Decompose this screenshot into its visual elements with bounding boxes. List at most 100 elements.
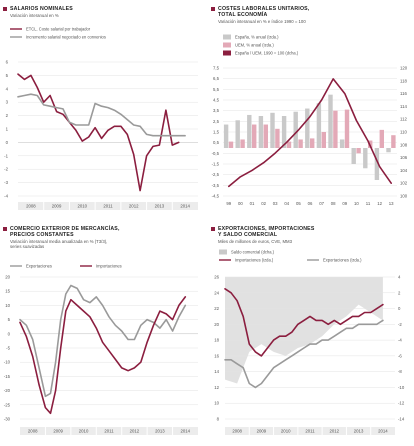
- chart-subtitle: Variación interanual en % e índice 1990 …: [218, 19, 306, 24]
- y2-tick-label: 4: [398, 275, 401, 280]
- title-marker: [3, 7, 7, 11]
- y2-tick-label: 112: [400, 117, 407, 122]
- y-tick-label-left: 2: [6, 113, 9, 118]
- legend-convenios-label: Incremento salarial negociado en conveni…: [26, 35, 106, 40]
- chart-title: EXPORTACIONES, IMPORTACIONES Y SALDO COM…: [218, 226, 315, 238]
- y2-tick-label: 2: [398, 290, 401, 295]
- y2-tick-label: -10: [398, 385, 405, 390]
- x-tick-label: 2010: [79, 429, 89, 434]
- y-tick-label-left: 6: [6, 60, 9, 65]
- chart-title: COMERCIO EXTERIOR DE MERCANCÍAS, PRECIOS…: [10, 226, 120, 238]
- y-tick-label-left: -2,5: [212, 172, 220, 177]
- legend-exportaciones-label: Exportaciones: [26, 264, 52, 269]
- bar-espana: [374, 148, 380, 180]
- x-tick-label: 2008: [26, 204, 36, 209]
- y-tick-label-left: 24: [214, 290, 219, 295]
- y-tick-label-left: -0,5: [212, 151, 220, 156]
- x-tick-label: 04: [284, 201, 289, 206]
- y-tick-label-left: -1,5: [212, 162, 220, 167]
- x-axis-band: [20, 427, 198, 435]
- bar-espana: [293, 111, 298, 148]
- panel-salarios: SALARIOS NOMINALES Variación interanual …: [0, 0, 207, 223]
- x-tick-label: 2012: [130, 429, 140, 434]
- x-tick-label: 2012: [330, 429, 340, 434]
- legend-uem-swatch: [223, 42, 231, 48]
- y2-tick-label: 118: [400, 78, 407, 83]
- y2-tick-label: 104: [400, 168, 408, 173]
- y-tick-label-left: 7,5: [213, 66, 220, 71]
- x-tick-label: 2011: [104, 429, 114, 434]
- y-tick-label-left: 5: [6, 73, 9, 78]
- chart-subtitle: Variación interanual media anualizada en…: [10, 239, 108, 249]
- y-tick-label-left: 20: [214, 322, 219, 327]
- y-tick-label-left: -1: [4, 153, 8, 158]
- bar-uem: [298, 139, 303, 148]
- chart-salarios: 6 5 4 3 2 1 0 -1 -2 -3 -4 2008 2009 2010 2011 2012 2013 2…: [4, 27, 198, 210]
- legend-ratio-swatch: [223, 50, 231, 56]
- y-tick-label-left: 10: [214, 401, 219, 406]
- y-tick-label-left: -25: [4, 402, 11, 407]
- x-tick-label: 2011: [305, 429, 315, 434]
- bar-espana: [247, 114, 252, 148]
- legend-saldo-swatch: [219, 249, 227, 255]
- y2-tick-label: -14: [398, 417, 405, 422]
- y-tick-label-left: 8: [217, 417, 220, 422]
- y-tick-label-left: -3: [4, 180, 8, 185]
- x-tick-label: 11: [366, 201, 371, 206]
- x-tick-label: 05: [296, 201, 301, 206]
- chart-exportaciones: 2624222018161412108420-2-4-6-8-10-12-142…: [214, 249, 405, 435]
- y2-tick-label: 106: [400, 155, 408, 160]
- x-tick-label: 2011: [103, 204, 113, 209]
- bar-uem: [310, 138, 315, 148]
- x-tick-label: 08: [331, 201, 336, 206]
- y2-tick-label: 114: [400, 104, 407, 109]
- bar-espana: [386, 148, 391, 153]
- title-marker: [211, 7, 215, 11]
- area-saldo-comercial: [225, 277, 383, 384]
- y-tick-label-left: 1,5: [213, 130, 220, 135]
- y-tick-label-left: -30: [4, 417, 11, 422]
- chart-subtitle: Variación interanual en %: [10, 13, 59, 18]
- series-line-importaciones: [224, 288, 384, 357]
- series-line-importaciones: [19, 296, 187, 415]
- bar-uem: [321, 132, 326, 148]
- y2-tick-label: -6: [398, 353, 402, 358]
- y-tick-label-left: -15: [4, 374, 11, 379]
- x-tick-label: 2009: [257, 429, 267, 434]
- bar-uem: [391, 135, 396, 148]
- chart-comercio: 20 15 10 5 0 -5 -10 -15 -20 -25 -30 2008 2009 2010 201…: [4, 264, 198, 435]
- legend-ratio-label: España / UEM, 1990 = 100 (dcha.): [235, 51, 299, 56]
- legend-espana-swatch: [223, 34, 231, 40]
- y-tick-label-left: 26: [214, 275, 219, 280]
- y-tick-label-left: 16: [214, 353, 219, 358]
- y-tick-label-left: 14: [214, 369, 219, 374]
- y2-tick-label: 100: [400, 194, 408, 199]
- bar-espana: [305, 108, 310, 148]
- chart-costes: 7,5 6,5 5,5 4,5 3,5 2,5 1,5 0,5 -0,5 -1,5 -2,5 -3,5…: [212, 34, 408, 206]
- x-tick-label: 02: [261, 201, 266, 206]
- y-tick-label-left: 3: [6, 100, 9, 105]
- bar-espana: [328, 94, 333, 148]
- y-tick-label-left: -2: [4, 167, 8, 172]
- x-tick-label: 07: [319, 201, 324, 206]
- y-tick-label-left: 1: [6, 127, 9, 132]
- x-tick-label: 13: [389, 201, 394, 206]
- y2-tick-label: 110: [400, 130, 407, 135]
- bar-espana: [223, 124, 229, 148]
- y-tick-label-left: 4: [6, 86, 9, 91]
- bar-espana: [316, 103, 322, 148]
- bar-espana: [270, 112, 275, 148]
- bar-espana: [258, 116, 264, 148]
- y2-tick-label: 102: [400, 181, 408, 186]
- y2-tick-label: 108: [400, 142, 408, 147]
- x-tick-label: 03: [273, 201, 278, 206]
- chart-title: COSTES LABORALES UNITARIOS, TOTAL ECONOM…: [218, 6, 310, 18]
- y-tick-label-left: 2,5: [213, 119, 220, 124]
- x-tick-label: 2012: [129, 204, 139, 209]
- y-tick-label-left: 15: [5, 289, 10, 294]
- x-tick-label: 09: [342, 201, 347, 206]
- panel-comercio: COMERCIO EXTERIOR DE MERCANCÍAS, PRECIOS…: [0, 223, 207, 446]
- x-tick-label: 2008: [232, 429, 242, 434]
- y-tick-label-left: 0,5: [213, 140, 220, 145]
- x-tick-label: 12: [377, 201, 382, 206]
